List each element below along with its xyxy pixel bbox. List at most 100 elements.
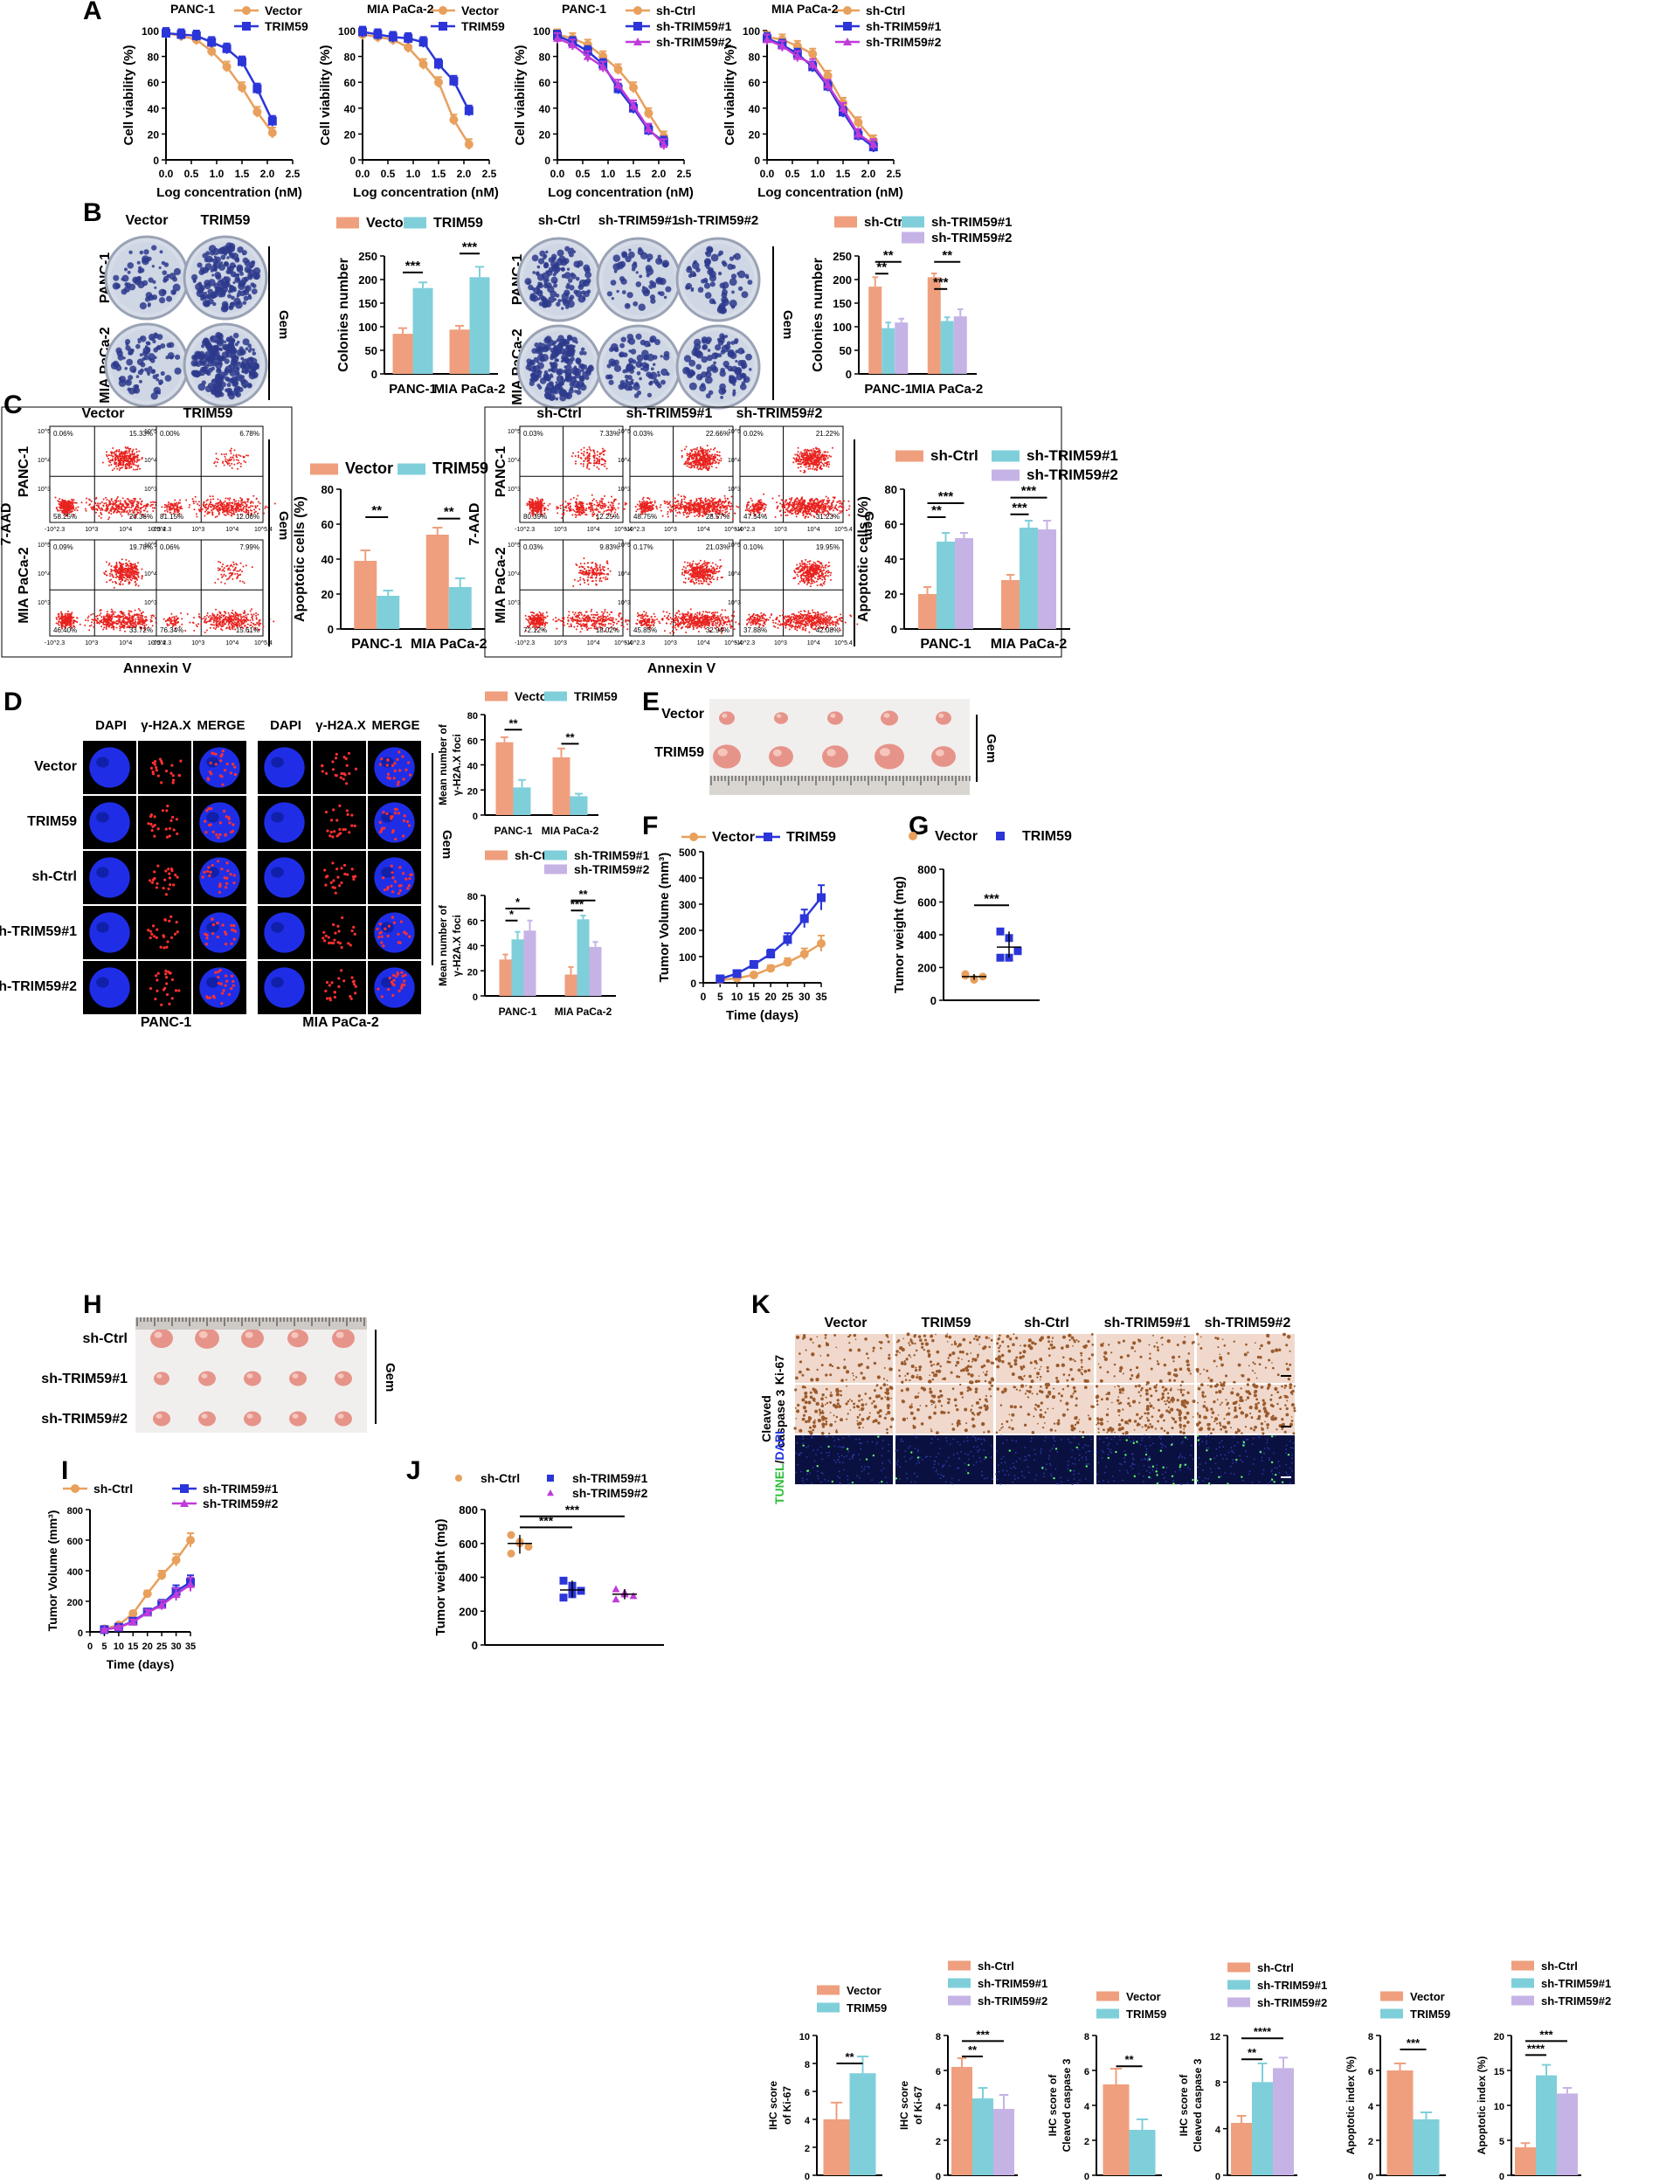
y-tick-label: 40 <box>749 103 761 115</box>
data-point <box>633 6 642 15</box>
event <box>243 456 245 459</box>
event <box>577 508 580 510</box>
event <box>219 621 222 624</box>
y-tick-label: 0 <box>328 623 334 636</box>
event <box>542 504 544 507</box>
event <box>135 577 138 579</box>
colony <box>730 352 736 356</box>
event <box>240 570 243 573</box>
event <box>177 617 180 619</box>
colony <box>158 297 166 304</box>
event <box>610 506 612 508</box>
colony <box>211 389 218 396</box>
y-tick-label: 40 <box>539 103 551 115</box>
dish-inner <box>682 244 754 315</box>
colony <box>688 382 697 390</box>
event <box>85 501 87 504</box>
flow-x-tick: -10^2.3 <box>45 527 65 533</box>
event <box>104 509 107 512</box>
event <box>207 506 210 508</box>
colony <box>145 341 150 345</box>
event <box>237 459 239 461</box>
colony-dish <box>675 237 761 322</box>
event <box>223 464 225 467</box>
colony <box>581 290 586 295</box>
colony <box>657 254 661 259</box>
colony <box>207 360 214 367</box>
colony <box>143 355 149 361</box>
event <box>120 467 122 469</box>
colony <box>639 377 642 381</box>
event <box>228 499 231 501</box>
event <box>592 514 595 516</box>
event <box>62 505 65 508</box>
colony <box>223 276 227 280</box>
x-tick-label: 0.0 <box>760 168 775 180</box>
x-tick-label: 1.5 <box>626 168 641 180</box>
event <box>239 496 242 499</box>
colony <box>559 394 567 402</box>
event <box>235 623 238 625</box>
event <box>561 516 563 519</box>
event <box>532 506 535 508</box>
quadrant-value: 0.09% <box>53 543 73 551</box>
colony <box>731 290 735 294</box>
event <box>55 507 58 509</box>
event <box>99 614 101 617</box>
event <box>136 454 139 457</box>
colony <box>195 361 202 368</box>
event <box>115 563 118 565</box>
event <box>543 502 546 505</box>
event <box>246 501 249 503</box>
event <box>223 514 225 516</box>
colony <box>557 368 563 376</box>
colony <box>125 379 132 386</box>
event <box>133 463 135 466</box>
event <box>135 501 138 503</box>
event <box>229 569 232 571</box>
quadrant-value: 58.25% <box>53 513 77 521</box>
event <box>90 624 93 626</box>
event <box>541 498 543 501</box>
event <box>228 614 231 617</box>
colony <box>192 279 197 283</box>
event <box>150 616 153 619</box>
event <box>204 619 207 621</box>
bar <box>868 287 882 374</box>
event <box>113 467 115 470</box>
event <box>224 583 226 585</box>
event <box>234 612 237 615</box>
colony <box>200 294 204 299</box>
event <box>592 498 595 501</box>
colony <box>226 338 231 342</box>
event <box>137 618 140 620</box>
event <box>211 508 213 511</box>
colony <box>566 267 570 271</box>
event <box>231 462 233 465</box>
colony <box>121 274 129 282</box>
col-header: sh-TRIM59#1 <box>626 406 713 421</box>
colony <box>663 350 670 357</box>
y-tick-label: 60 <box>749 77 761 89</box>
colony <box>249 264 253 269</box>
event <box>217 458 219 460</box>
event <box>120 563 122 566</box>
colony <box>223 260 229 267</box>
colony <box>640 339 646 346</box>
event <box>245 614 247 617</box>
event <box>107 454 110 457</box>
event <box>69 502 72 505</box>
colony <box>252 348 255 352</box>
event <box>570 498 572 501</box>
event <box>119 500 121 502</box>
colony <box>247 343 252 349</box>
data-point <box>207 46 217 56</box>
event <box>215 502 218 505</box>
event <box>140 503 142 506</box>
colony <box>242 301 247 305</box>
legend-label: sh-TRIM59#1 <box>931 215 1013 230</box>
event <box>220 573 223 576</box>
event <box>85 509 87 512</box>
